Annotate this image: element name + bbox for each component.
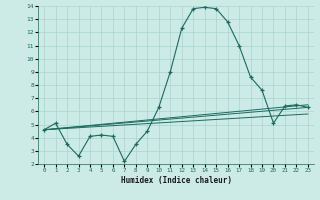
X-axis label: Humidex (Indice chaleur): Humidex (Indice chaleur) — [121, 176, 231, 185]
